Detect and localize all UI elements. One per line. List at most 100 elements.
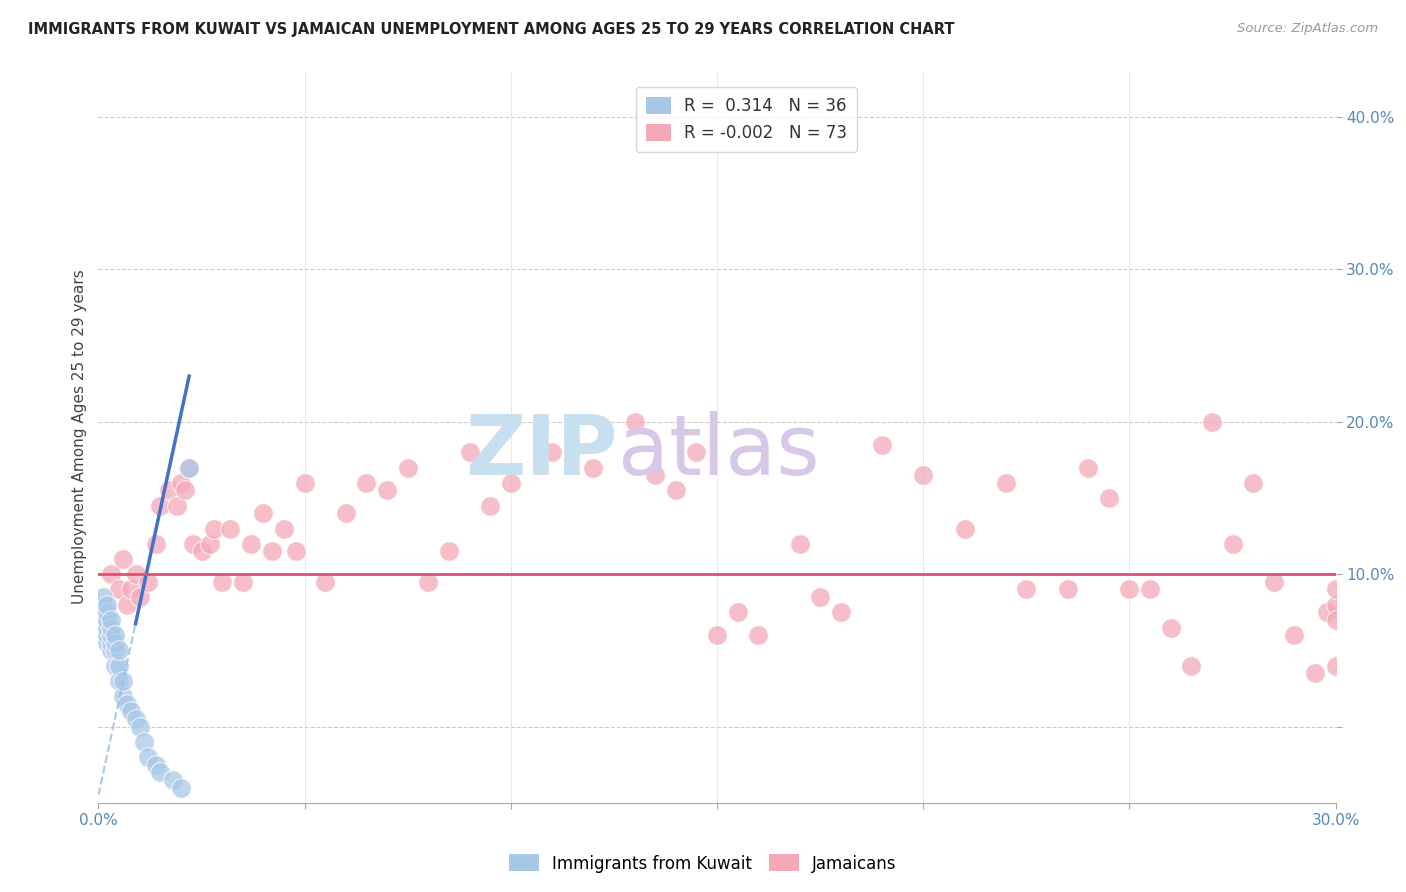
Point [100,643,122,657]
Point [1316,605,1339,619]
Point [108,658,131,673]
Point [808,590,831,604]
Point [136,750,159,764]
Point [1139,582,1161,597]
Point [219,521,242,535]
Point [100,621,122,635]
Point [181,537,204,551]
Point [104,643,127,657]
Point [100,628,122,642]
Point [170,475,193,490]
Point [100,636,122,650]
Point [747,628,769,642]
Y-axis label: Unemployment Among Ages 25 to 29 years: Unemployment Among Ages 25 to 29 years [72,269,87,605]
Point [314,574,336,589]
Point [100,567,122,582]
Point [1324,598,1347,612]
Point [437,544,460,558]
Point [335,506,357,520]
Point [789,537,811,551]
Point [1180,658,1202,673]
Point [396,460,419,475]
Point [1098,491,1121,505]
Point [1303,666,1326,681]
Point [91,628,114,642]
Point [91,590,114,604]
Point [96,628,118,642]
Point [91,613,114,627]
Point [1324,582,1347,597]
Point [830,605,852,619]
Legend: Immigrants from Kuwait, Jamaicans: Immigrants from Kuwait, Jamaicans [502,847,904,880]
Point [1015,582,1038,597]
Text: atlas: atlas [619,411,820,492]
Point [623,415,645,429]
Point [157,483,180,498]
Point [145,537,167,551]
Point [727,605,749,619]
Point [96,613,118,627]
Point [179,460,201,475]
Point [479,499,502,513]
Point [1263,574,1285,589]
Point [100,613,122,627]
Point [418,574,440,589]
Point [96,621,118,635]
Text: ZIP: ZIP [465,411,619,492]
Point [260,544,283,558]
Point [149,499,172,513]
Point [211,574,233,589]
Point [117,697,139,711]
Point [1241,475,1264,490]
Point [179,460,201,475]
Point [1118,582,1140,597]
Point [149,765,172,780]
Point [1324,658,1347,673]
Point [706,628,728,642]
Point [124,712,146,726]
Point [104,628,127,642]
Point [273,521,295,535]
Point [96,636,118,650]
Point [120,582,142,597]
Point [252,506,274,520]
Point [356,475,378,490]
Point [104,636,127,650]
Point [145,757,167,772]
Point [499,475,522,490]
Point [120,705,142,719]
Point [112,673,135,688]
Point [128,720,150,734]
Point [1056,582,1078,597]
Point [108,643,131,657]
Point [644,468,666,483]
Point [870,438,893,452]
Point [953,521,976,535]
Point [685,445,707,459]
Point [1222,537,1244,551]
Point [104,658,127,673]
Point [108,673,131,688]
Point [541,445,564,459]
Point [96,598,118,612]
Point [190,544,212,558]
Point [174,483,197,498]
Point [91,598,114,612]
Point [912,468,935,483]
Point [285,544,308,558]
Text: IMMIGRANTS FROM KUWAIT VS JAMAICAN UNEMPLOYMENT AMONG AGES 25 TO 29 YEARS CORREL: IMMIGRANTS FROM KUWAIT VS JAMAICAN UNEMP… [28,22,955,37]
Point [117,598,139,612]
Point [124,567,146,582]
Point [198,537,221,551]
Point [375,483,398,498]
Point [136,574,159,589]
Point [91,605,114,619]
Point [1160,621,1182,635]
Point [1324,613,1347,627]
Point [128,590,150,604]
Point [202,521,225,535]
Point [108,582,131,597]
Point [96,605,118,619]
Point [112,552,135,566]
Point [170,780,193,795]
